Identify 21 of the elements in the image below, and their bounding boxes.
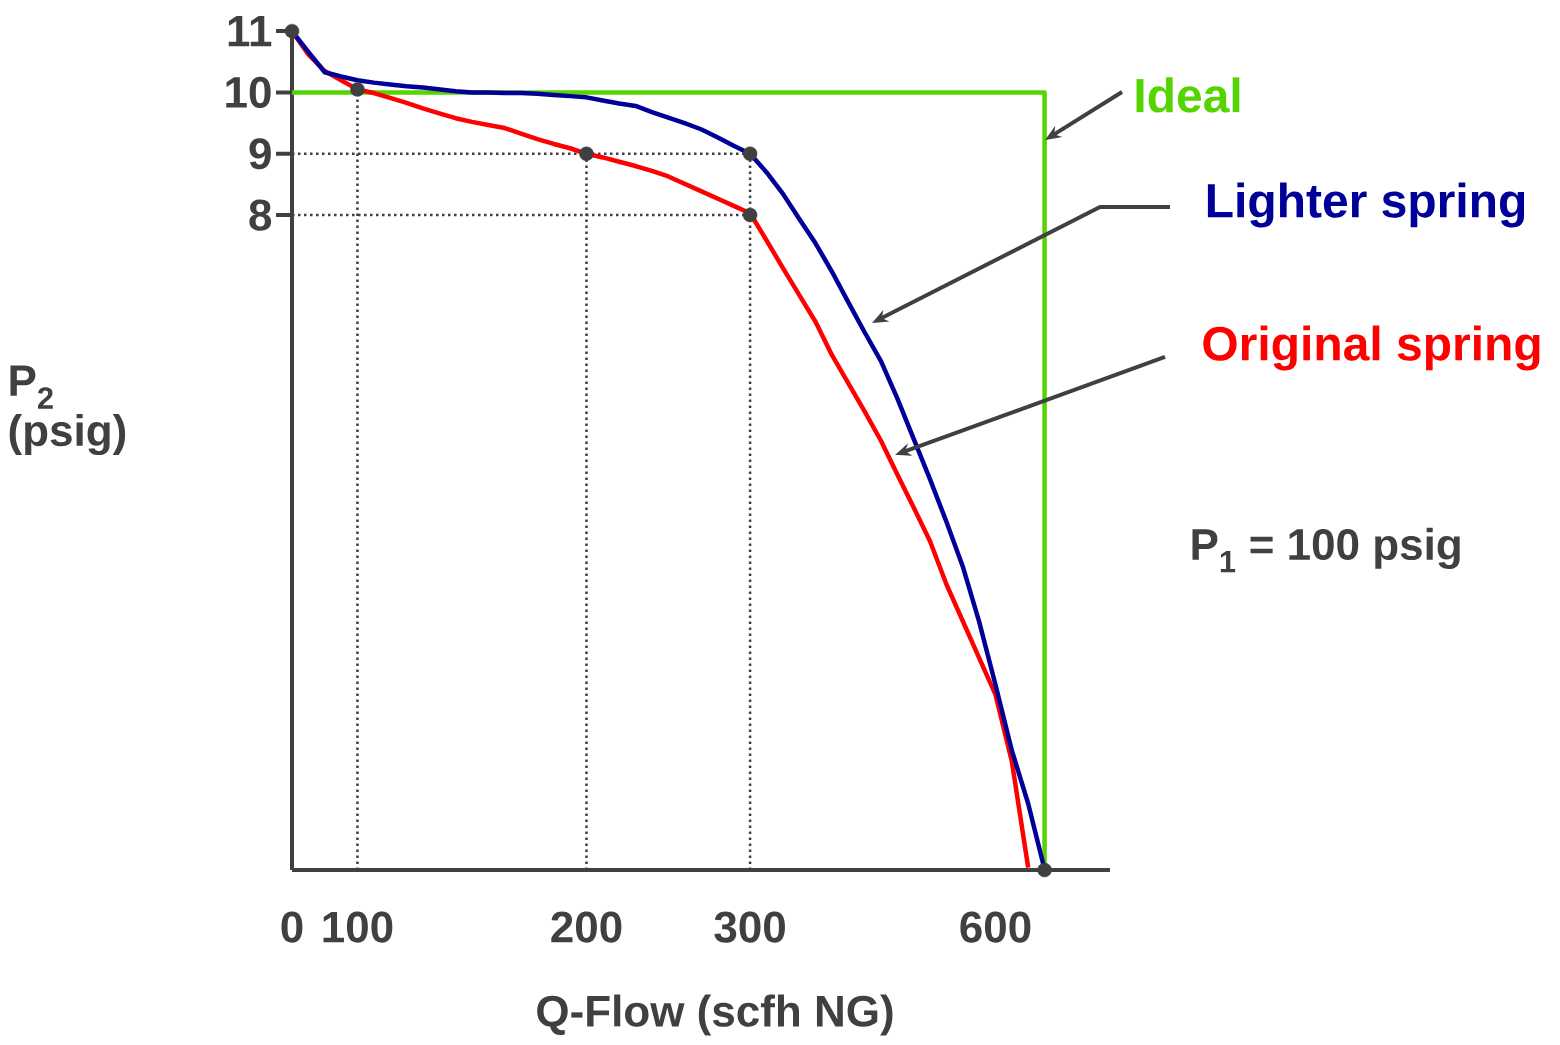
y-tick-label: 8 bbox=[249, 199, 272, 231]
text: P$_{1}$ = 100 psig bbox=[1192, 527, 1460, 573]
point bbox=[284, 23, 300, 39]
point bbox=[350, 82, 365, 97]
x-tick-label: 600 bbox=[960, 911, 1031, 943]
x-tick-label: 100 bbox=[323, 911, 393, 943]
y-tick-label: 10 bbox=[226, 76, 271, 109]
series-label: Ideal bbox=[1136, 77, 1240, 113]
x-axis-title: Q-Flow (scfh NG) bbox=[537, 994, 893, 1036]
text: Lighter spring bbox=[1207, 182, 1525, 228]
y-tick-label: 11 bbox=[228, 15, 272, 47]
x-tick-label: 0 bbox=[281, 911, 303, 943]
x-tick-label: 300 bbox=[714, 911, 785, 943]
y-tick-label: 9 bbox=[249, 138, 271, 170]
point bbox=[1037, 862, 1052, 878]
point bbox=[579, 146, 594, 161]
x-tick-label: 200 bbox=[551, 911, 622, 943]
y-axis-title: P$_{2}$ (psig) bbox=[9, 365, 126, 456]
point bbox=[742, 207, 758, 223]
point bbox=[742, 146, 758, 161]
text: Original spring bbox=[1203, 325, 1540, 371]
